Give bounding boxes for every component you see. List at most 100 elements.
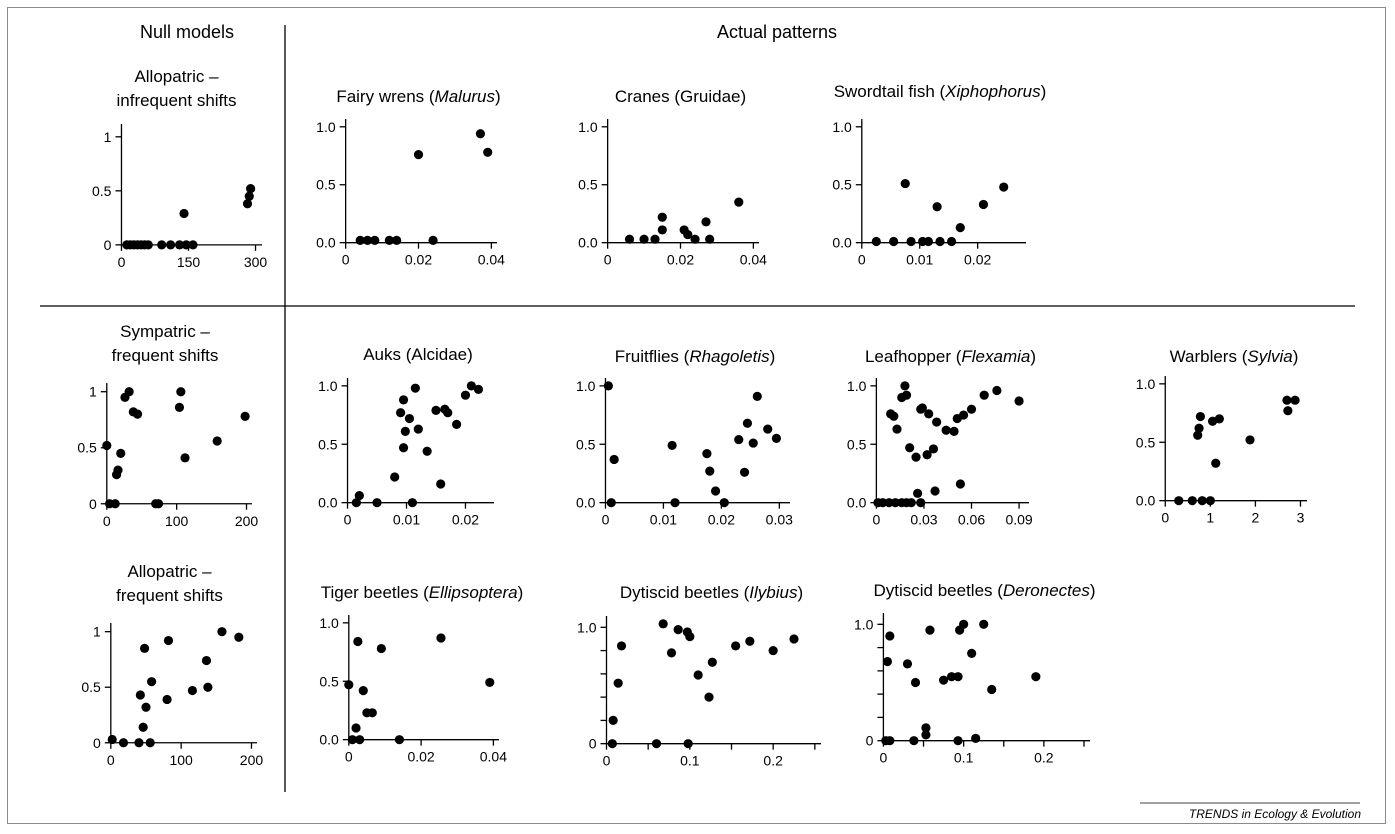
data-point [608, 715, 618, 726]
data-point [673, 625, 683, 635]
credit-text: TRENDS in Ecology & Evolution [1189, 807, 1361, 821]
title-text: Cranes (Gruidae) [615, 87, 746, 106]
data-point [971, 733, 981, 743]
y-tick-label: 0.0 [832, 235, 852, 251]
panel-warblers: Warblers (Sylvia) 0 1 2 3 0.0 0.5 1.0 [1136, 347, 1307, 526]
title-taxon-italic: Ellipsoptera [429, 583, 518, 602]
data-point [473, 384, 484, 394]
y-tick-label: 0.0 [316, 235, 336, 251]
y-tick-label: 1.0 [578, 119, 598, 135]
panel-title-line: Allopatric – [127, 562, 212, 581]
data-point [1211, 458, 1221, 468]
data-point [606, 498, 616, 508]
x-tick-label: 0 [1161, 510, 1169, 526]
data-point [650, 234, 660, 244]
x-tick-label: 150 [177, 254, 201, 270]
data-point [246, 184, 256, 194]
data-point [885, 631, 895, 641]
data-point [475, 129, 486, 139]
data-point [413, 424, 423, 434]
x-tick-label: 0.04 [740, 252, 767, 268]
x-tick-label: 0 [604, 252, 612, 268]
x-tick-label: 300 [244, 254, 268, 270]
data-point [485, 677, 495, 688]
y-tick-label: 0 [589, 736, 597, 752]
panel-title-line: Sympatric – [120, 322, 210, 341]
x-tick-label: 200 [235, 513, 259, 529]
x-tick-label: 0.02 [667, 252, 694, 268]
data-point [244, 191, 254, 201]
x-tick-label: 0.1 [680, 753, 700, 769]
data-point [234, 632, 244, 642]
panel-title: Warblers (Sylvia) [1170, 347, 1299, 366]
data-point [139, 643, 150, 653]
data-point [928, 444, 939, 454]
y-tick-label: 0.5 [77, 440, 97, 456]
data-point [690, 234, 700, 244]
title-text: ) [495, 87, 501, 106]
title-text: Swordtail fish ( [834, 82, 946, 101]
data-point [102, 440, 112, 451]
y-tick-label: 0 [89, 496, 97, 512]
data-point [946, 236, 957, 247]
y-tick-label: 1.0 [576, 378, 596, 394]
panel-title: Dytiscid beetles (Deronectes) [873, 581, 1095, 600]
data-point [188, 240, 198, 250]
y-tick-label: 1.0 [319, 615, 339, 631]
data-point [789, 634, 799, 644]
data-point [938, 675, 949, 685]
x-tick-label: 100 [169, 752, 193, 768]
data-point [609, 454, 619, 465]
title-text: Fairy wrens ( [336, 87, 435, 106]
y-tick-label: 1.0 [316, 119, 336, 135]
data-point [372, 498, 382, 508]
data-point [132, 409, 143, 419]
title-text: Tiger beetles ( [321, 583, 429, 602]
data-point [110, 499, 120, 509]
y-tick-label: 0.5 [578, 177, 598, 193]
x-tick-label: 0 [603, 753, 611, 769]
data-point [693, 670, 703, 680]
data-point [906, 236, 916, 247]
data-point [924, 409, 934, 419]
data-point [392, 235, 402, 245]
data-point [922, 450, 932, 460]
data-point [905, 443, 915, 453]
title-text: ) [770, 347, 776, 366]
data-point [685, 632, 695, 642]
data-point [889, 236, 899, 247]
data-point [719, 498, 729, 508]
y-tick-label: 1.0 [854, 616, 874, 632]
data-point [768, 645, 778, 656]
data-point [941, 425, 951, 435]
data-point [242, 199, 253, 209]
data-point [921, 730, 931, 740]
data-point [410, 383, 420, 393]
data-point [603, 381, 613, 391]
null-models-header: Null models [140, 22, 234, 42]
data-point [355, 235, 365, 245]
x-tick-label: 0.2 [763, 753, 783, 769]
data-point [176, 387, 186, 397]
data-point [1194, 423, 1204, 433]
title-taxon-italic: Malurus [435, 87, 496, 106]
x-tick-label: 0 [107, 752, 115, 768]
data-point [752, 391, 762, 401]
x-tick-label: 0.02 [964, 252, 991, 268]
data-point [1214, 414, 1224, 424]
x-tick-label: 0 [118, 254, 126, 270]
data-point [1014, 396, 1024, 406]
data-point [910, 677, 921, 688]
figure-frame [7, 7, 1386, 824]
data-point [889, 411, 899, 421]
data-point [466, 381, 476, 391]
data-point [355, 735, 365, 745]
panel-null-allopatric-infrequent: Allopatric – infrequent shifts 0 150 300 0 0.5… [92, 67, 267, 270]
panel-tiger-beetles: Tiger beetles (Ellipsoptera) 0 0.02 0.04 0.0… [319, 583, 523, 765]
data-point [731, 641, 741, 651]
x-tick-label: 2 [1252, 510, 1260, 526]
data-point [683, 229, 693, 240]
title-taxon-italic: Flexamia [961, 347, 1030, 366]
title-text: Dytiscid beetles ( [620, 583, 750, 602]
